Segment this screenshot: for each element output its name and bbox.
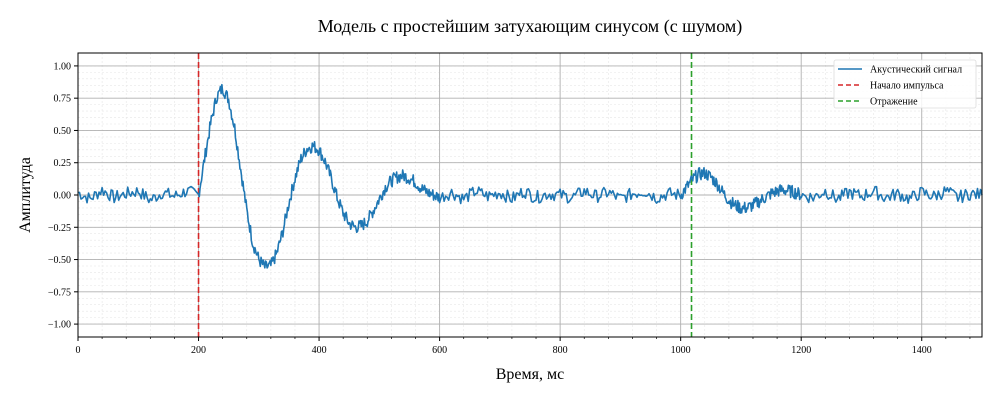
x-tick-label: 1200	[791, 345, 811, 356]
x-tick-label: 1400	[912, 345, 932, 356]
y-tick-label: −1.00	[48, 320, 71, 331]
y-tick-label: −0.50	[48, 255, 71, 266]
x-tick-label: 0	[76, 345, 81, 356]
x-axis-label: Время, мс	[496, 366, 564, 383]
x-tick-label: 1000	[671, 345, 691, 356]
y-tick-label: 0.25	[54, 158, 72, 169]
series-layer	[77, 83, 983, 269]
y-axis-label: Амплитуда	[17, 157, 34, 233]
y-tick-label: 0.75	[54, 94, 72, 105]
y-tick-label: −0.25	[48, 223, 71, 234]
legend-label: Акустический сигнал	[870, 65, 962, 76]
y-axis-ticks: −1.00 −0.75 −0.50 −0.25 0.00 0.25 0.50 0.75 1.00	[48, 61, 78, 331]
marker-lines	[197, 53, 693, 337]
y-tick-label: −0.75	[48, 287, 71, 298]
x-axis-ticks: 0 200 400 600 800 1000 1200 1400	[76, 337, 971, 356]
legend: Акустический сигнал Начало импульса Отраже…	[833, 59, 977, 109]
y-tick-label: 0.00	[54, 191, 72, 202]
y-tick-label: 1.00	[54, 61, 72, 72]
legend-label: Начало импульса	[870, 81, 944, 92]
legend-label: Отражение	[870, 97, 918, 108]
legend-box	[833, 59, 977, 109]
x-tick-label: 200	[191, 345, 206, 356]
x-tick-label: 400	[312, 345, 327, 356]
x-tick-label: 800	[553, 345, 568, 356]
acoustic-signal-line	[77, 83, 983, 269]
y-tick-label: 0.50	[54, 126, 72, 137]
chart-title: Модель с простейшим затухающим синусом (…	[318, 16, 743, 37]
x-tick-label: 600	[432, 345, 447, 356]
